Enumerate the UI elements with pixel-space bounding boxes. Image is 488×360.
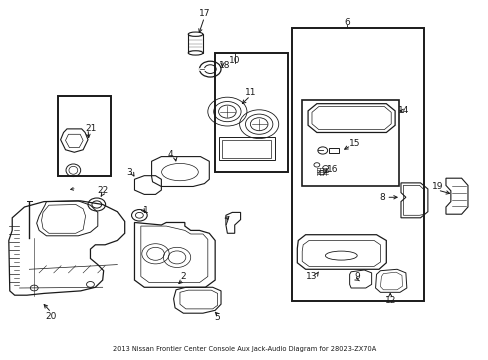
Text: 2: 2 (180, 272, 186, 281)
Text: 16: 16 (326, 165, 338, 174)
Text: 12: 12 (384, 296, 395, 305)
Text: 15: 15 (348, 139, 360, 148)
Bar (58, 96, 110, 176)
Ellipse shape (188, 51, 203, 55)
Bar (292, 28, 424, 301)
Text: 13: 13 (305, 272, 317, 281)
Text: 20: 20 (45, 311, 57, 320)
Text: 6: 6 (344, 18, 349, 27)
Text: 10: 10 (228, 56, 240, 65)
Text: 2013 Nissan Frontier Center Console Aux Jack-Audio Diagram for 28023-ZX70A: 2013 Nissan Frontier Center Console Aux … (113, 346, 375, 352)
Ellipse shape (188, 32, 203, 36)
Text: 8: 8 (379, 193, 385, 202)
Text: 5: 5 (214, 313, 220, 322)
Bar (328, 148, 339, 153)
Text: 18: 18 (219, 61, 230, 70)
Text: 9: 9 (353, 272, 359, 281)
Text: 22: 22 (97, 186, 108, 194)
Text: 3: 3 (126, 167, 132, 176)
Bar (222, 140, 271, 158)
Bar (188, 34, 203, 53)
Text: 11: 11 (244, 88, 256, 97)
Bar (302, 100, 398, 186)
Text: 21: 21 (85, 124, 97, 133)
Text: 17: 17 (198, 9, 210, 18)
Text: 7: 7 (223, 218, 228, 227)
Text: 14: 14 (397, 107, 409, 115)
Bar (219, 137, 275, 160)
Text: 1: 1 (142, 206, 148, 215)
Text: 4: 4 (167, 150, 173, 158)
Text: 19: 19 (431, 182, 443, 191)
Bar (215, 53, 287, 172)
